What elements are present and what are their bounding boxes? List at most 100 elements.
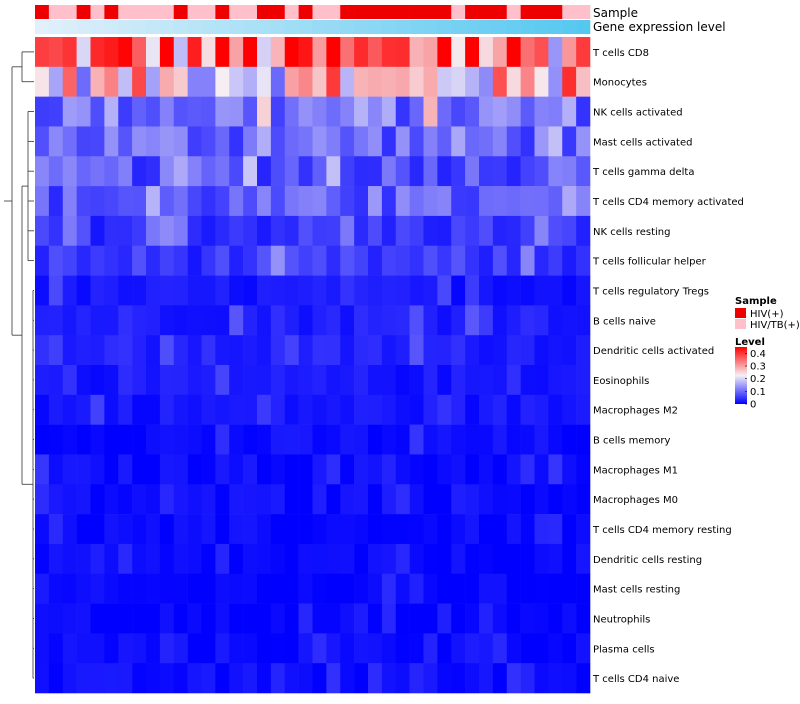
heatmap-cell [270, 633, 286, 664]
heatmap-cell [437, 633, 452, 664]
heatmap-cell [243, 424, 258, 455]
sample-cell [270, 5, 286, 19]
legend-label-hiv: HIV(+) [750, 309, 784, 320]
heatmap-cell [465, 186, 480, 217]
heatmap-cell [48, 663, 64, 694]
heatmap-cell [270, 603, 286, 634]
heatmap-cell [312, 663, 327, 694]
heatmap-cell [159, 156, 175, 187]
heatmap-cell [229, 186, 244, 217]
heatmap-cell [132, 126, 147, 157]
heatmap-cell [312, 126, 327, 157]
row-label: NK cells resting [593, 227, 670, 238]
heatmap-cell [35, 394, 50, 425]
heatmap-cell [257, 96, 272, 127]
heatmap-cell [479, 514, 494, 545]
heatmap-cell [520, 365, 535, 396]
heatmap-cell [48, 245, 64, 276]
heatmap-cell [159, 484, 175, 515]
heatmap-cell [368, 484, 383, 515]
sample-cell [159, 5, 175, 19]
heatmap-cell [409, 245, 424, 276]
heatmap-cell [48, 365, 64, 396]
heatmap-cell [229, 424, 244, 455]
heatmap-cell [35, 186, 50, 217]
heatmap-cell [423, 603, 438, 634]
heatmap-cell [354, 365, 369, 396]
heatmap-cell [90, 96, 105, 127]
heatmap-cell [187, 663, 202, 694]
heatmap-cell [173, 424, 188, 455]
heatmap-cell [48, 543, 64, 575]
heatmap-cell [506, 484, 521, 515]
heatmap-cell [243, 245, 258, 276]
heatmap-cell [62, 603, 77, 634]
heatmap-cell [173, 514, 188, 545]
heatmap-cell [548, 275, 563, 306]
heatmap-cell [520, 514, 535, 545]
heatmap-cell [437, 66, 452, 97]
heatmap-cell [201, 514, 216, 545]
heatmap-cell [423, 484, 438, 515]
heatmap-cell [173, 156, 188, 187]
heatmap-cell [118, 96, 133, 127]
heatmap-cell [229, 335, 244, 366]
heatmap-cell [187, 186, 202, 217]
heatmap-cell [270, 454, 286, 485]
heatmap-cell [562, 484, 577, 515]
heatmap-cell [76, 186, 91, 217]
heatmap-cell [159, 633, 175, 664]
heatmap-cell [243, 573, 258, 604]
heatmap-cell [159, 543, 175, 575]
heatmap-cell [423, 215, 438, 247]
heatmap-cell [270, 484, 286, 515]
heatmap-cell [201, 365, 216, 396]
heatmap-cell [576, 126, 591, 157]
heatmap-cell [534, 275, 549, 306]
row-label: Macrophages M0 [593, 495, 678, 506]
heatmap-cell [534, 66, 549, 97]
expression-cell [437, 20, 452, 34]
expression-cell [90, 20, 105, 34]
heatmap-cell [104, 573, 119, 604]
heatmap-cell [132, 186, 147, 217]
heatmap-cell [312, 484, 327, 515]
row-label: Macrophages M2 [593, 406, 678, 417]
heatmap-cell [562, 633, 577, 664]
heatmap-cell [465, 424, 480, 455]
heatmap-cell [340, 394, 355, 425]
heatmap-cell [159, 66, 175, 97]
heatmap-cell [62, 305, 77, 336]
heatmap-cell [146, 633, 161, 664]
heatmap-cell [215, 603, 230, 634]
heatmap-cell [354, 66, 369, 97]
heatmap-cell [520, 335, 535, 366]
heatmap-cell [562, 275, 577, 306]
heatmap-cell [381, 186, 397, 217]
heatmap-cell [76, 543, 91, 575]
sample-cell [35, 5, 50, 19]
heatmap-cell [465, 394, 480, 425]
heatmap-cell [534, 156, 549, 187]
heatmap-cell [270, 215, 286, 247]
heatmap-cell [284, 663, 299, 694]
heatmap-cell [201, 335, 216, 366]
heatmap-cell [76, 633, 91, 664]
legend-color-bar [735, 347, 747, 404]
heatmap-cell [340, 126, 355, 157]
expression-cell [229, 20, 244, 34]
heatmap-cell [576, 156, 591, 187]
heatmap-cell [437, 484, 452, 515]
heatmap-cell [229, 543, 244, 575]
heatmap-cell [215, 514, 230, 545]
heatmap-cell [104, 454, 119, 485]
heatmap-cell [534, 245, 549, 276]
heatmap-cell [520, 186, 535, 217]
sample-cell [354, 5, 369, 19]
heatmap-cell [284, 633, 299, 664]
heatmap-cell [354, 394, 369, 425]
heatmap-cell [423, 365, 438, 396]
heatmap-cell [520, 394, 535, 425]
heatmap-cell [298, 514, 313, 545]
heatmap-cell [159, 275, 175, 306]
